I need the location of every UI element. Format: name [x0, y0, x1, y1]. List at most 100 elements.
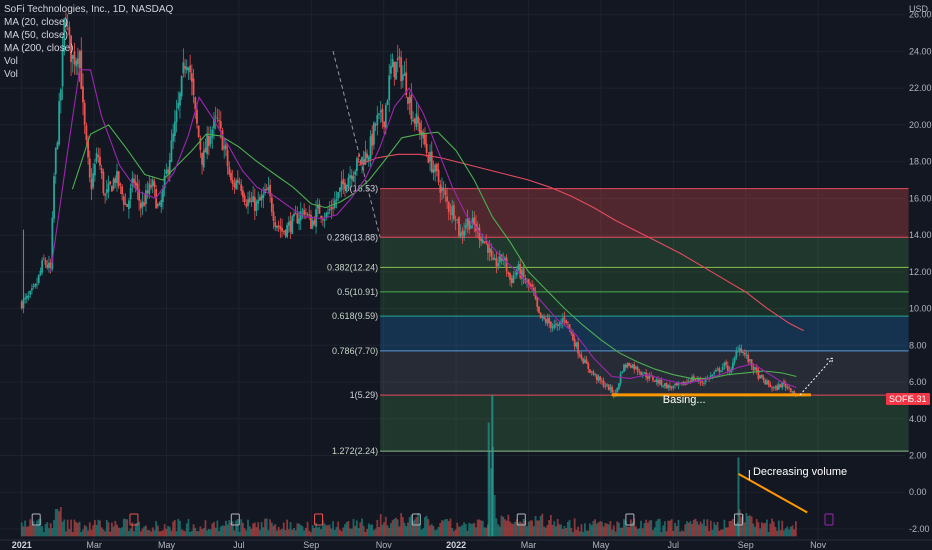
volume-bar [124, 519, 127, 537]
legend-ma20[interactable]: MA (20, close) [4, 17, 68, 28]
candle-body [437, 169, 440, 183]
earnings-marker [411, 513, 421, 526]
candle-body [674, 383, 676, 386]
volume-bar [655, 520, 658, 537]
volume-bar [197, 531, 200, 537]
earnings-marker [129, 513, 139, 526]
volume-bar [420, 529, 423, 537]
volume-bar [730, 520, 733, 537]
price-axis[interactable]: 26.00 24.00 22.00 20.00 18.00 16.00 14.00 12.00… [909, 10, 932, 534]
volume-bar [116, 524, 118, 537]
volume-bar [250, 528, 253, 537]
volume-bar [595, 523, 598, 537]
candle-body [185, 66, 188, 71]
fib-zone [380, 237, 909, 268]
volume-bar [221, 525, 224, 537]
candle-body [788, 386, 790, 388]
symbol-title[interactable]: SoFi Technologies, Inc., 1D, NASDAQ [4, 4, 174, 15]
volume-spike-bar [487, 422, 490, 537]
volume-bar [68, 529, 71, 537]
candle-body [92, 173, 95, 188]
volume-bar [590, 524, 593, 537]
annotations[interactable]: Basing... Decreasing volume [611, 357, 847, 514]
legend-vol-2[interactable]: Vol [4, 69, 18, 80]
volume-bar [413, 519, 416, 537]
volume-bar [451, 527, 454, 537]
volume-bar [366, 528, 369, 537]
volume-bar [745, 513, 748, 537]
volume-bar [286, 519, 289, 537]
candle-body [566, 321, 569, 323]
candle-body [342, 179, 345, 185]
fibonacci-retracement[interactable]: 0(16.53) 0.236(13.88) 0.382(12.24) 0.5(10.9… [327, 50, 909, 456]
volume-bar [621, 527, 624, 537]
legend-vol-1[interactable]: Vol [4, 56, 18, 67]
volume-bar [657, 519, 659, 537]
candle-body [245, 203, 248, 207]
candle-body [583, 359, 586, 364]
candle-body [452, 205, 455, 220]
candle-body [434, 164, 437, 172]
candle-body [272, 211, 275, 221]
candle-body [633, 364, 636, 370]
x-tick-label: 2021 [12, 540, 32, 550]
volume-bar [304, 527, 307, 537]
candle-body [590, 371, 593, 373]
candle-body [582, 358, 585, 364]
volume-bar [475, 527, 477, 537]
candle-body [83, 102, 86, 125]
candle-body [749, 359, 751, 362]
volume-bar [379, 513, 382, 537]
x-tick-label: Jul [668, 540, 680, 550]
candle-body [784, 383, 787, 388]
candle-body [505, 257, 508, 272]
candle-body [711, 374, 714, 376]
volume-bar [560, 524, 562, 537]
volume-bar [703, 519, 705, 537]
volume-bar [139, 531, 142, 537]
volume-bar [407, 522, 409, 537]
volume-bar [325, 525, 328, 537]
volume-bar [556, 518, 559, 537]
volume-bar [575, 529, 578, 537]
candle-body [134, 181, 137, 186]
volume-bar [284, 530, 287, 537]
candle-body [478, 227, 481, 240]
volume-bar [83, 525, 86, 537]
volume-bar [78, 521, 81, 537]
candle-body [490, 249, 493, 257]
volume-bar [231, 521, 234, 537]
volume-bar [190, 530, 193, 537]
volume-bar [735, 523, 738, 537]
volume-bar [597, 522, 600, 537]
volume-bar [82, 529, 84, 537]
volume-bar [524, 520, 527, 537]
ma50-line [71, 124, 797, 379]
candle-body [391, 58, 394, 67]
volume-bar [378, 526, 380, 537]
candle-body [361, 156, 363, 163]
volume-bar [728, 521, 731, 537]
time-axis[interactable]: 2021 Mar May Jul Sep Nov 2022 Mar May Jul Sep Nov [0, 539, 932, 550]
candle-body [466, 218, 469, 226]
volume-bar [665, 531, 668, 537]
volume-bar [514, 521, 517, 537]
volume-bar [39, 518, 42, 537]
volume-bar [110, 522, 113, 537]
y-tick-label: 22.00 [909, 83, 932, 93]
candle-body [510, 278, 513, 283]
volume-bar [721, 529, 724, 537]
candle-body [764, 380, 767, 385]
legend-ma200[interactable]: MA (200, close) [4, 43, 74, 54]
candle-body [320, 215, 323, 218]
volume-bar [738, 509, 741, 537]
candle-body [480, 238, 482, 242]
legend-ma50[interactable]: MA (50, close) [4, 30, 68, 41]
candle-body [670, 387, 673, 389]
volume-bar [95, 524, 98, 537]
volume-bar [24, 520, 27, 537]
volume-bar [694, 518, 697, 537]
volume-bar [623, 519, 625, 537]
candle-body [599, 376, 602, 381]
